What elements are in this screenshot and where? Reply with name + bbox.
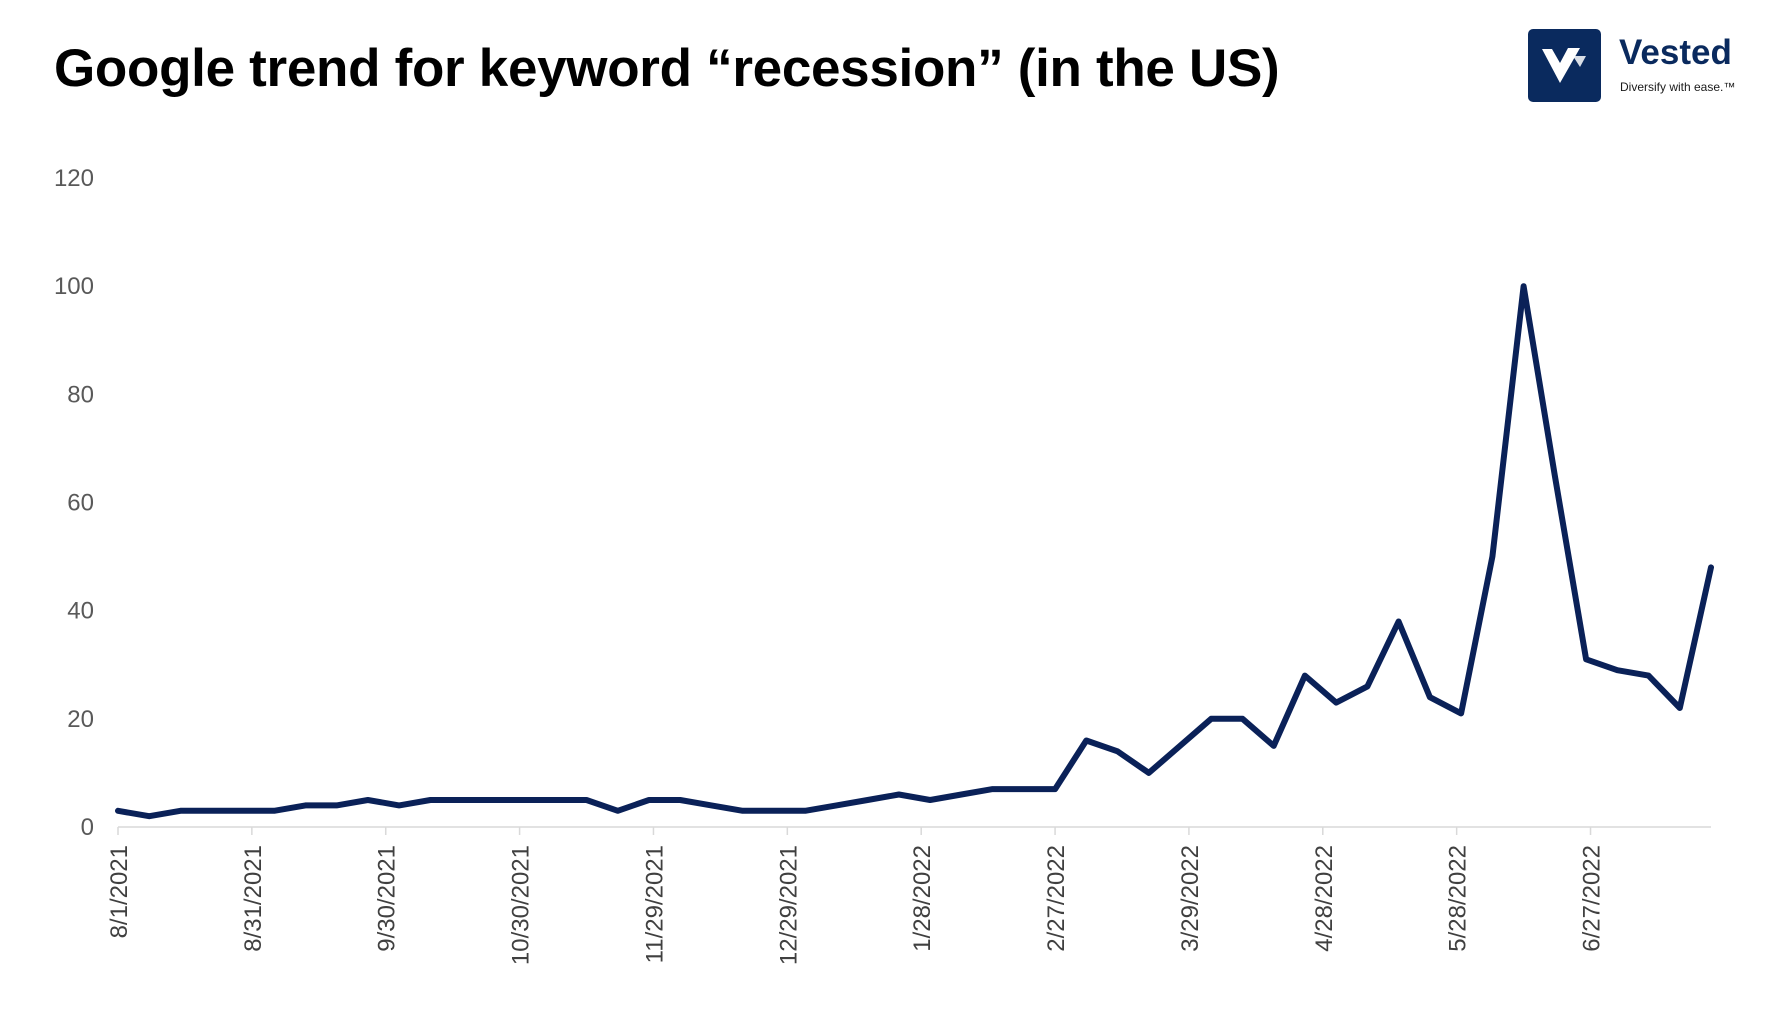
x-axis: 8/1/2021 8/31/2021 9/30/2021 10/30/2021 11/2… xyxy=(106,826,1711,965)
y-tick-label: 0 xyxy=(81,814,94,841)
x-tick-label: 8/31/2021 xyxy=(240,845,267,952)
x-tick-label: 2/27/2022 xyxy=(1043,845,1070,952)
x-tick-label: 9/30/2021 xyxy=(374,845,401,952)
x-tick-label: 10/30/2021 xyxy=(508,845,535,965)
page-title: Google trend for keyword “recession” (in… xyxy=(54,39,1280,98)
y-tick-label: 60 xyxy=(67,490,94,517)
x-tick-label: 5/28/2022 xyxy=(1445,845,1472,952)
x-tick-label: 8/1/2021 xyxy=(106,845,133,938)
plot-area xyxy=(115,283,1714,820)
y-tick-label: 20 xyxy=(67,706,94,733)
x-tick-label: 12/29/2021 xyxy=(775,845,802,965)
vested-v-logo-icon xyxy=(1528,29,1601,102)
y-tick-label: 100 xyxy=(54,273,94,300)
x-tick-label: 1/28/2022 xyxy=(909,845,936,952)
vested-logo: Vested Diversify with ease.™ xyxy=(1528,29,1768,105)
y-tick-label: 120 xyxy=(54,165,94,192)
x-tick-label: 6/27/2022 xyxy=(1579,845,1606,952)
logo-name: Vested xyxy=(1619,33,1732,72)
x-tick-label: 11/29/2021 xyxy=(641,845,668,963)
y-tick-label: 80 xyxy=(67,381,94,408)
y-tick-label: 40 xyxy=(67,598,94,625)
series-line xyxy=(115,283,1714,820)
y-axis: 0 20 40 60 80 100 120 xyxy=(54,165,94,841)
logo-tagline: Diversify with ease.™ xyxy=(1620,80,1736,94)
x-tick-label: 4/28/2022 xyxy=(1311,845,1338,952)
x-tick-label: 3/29/2022 xyxy=(1177,845,1204,952)
